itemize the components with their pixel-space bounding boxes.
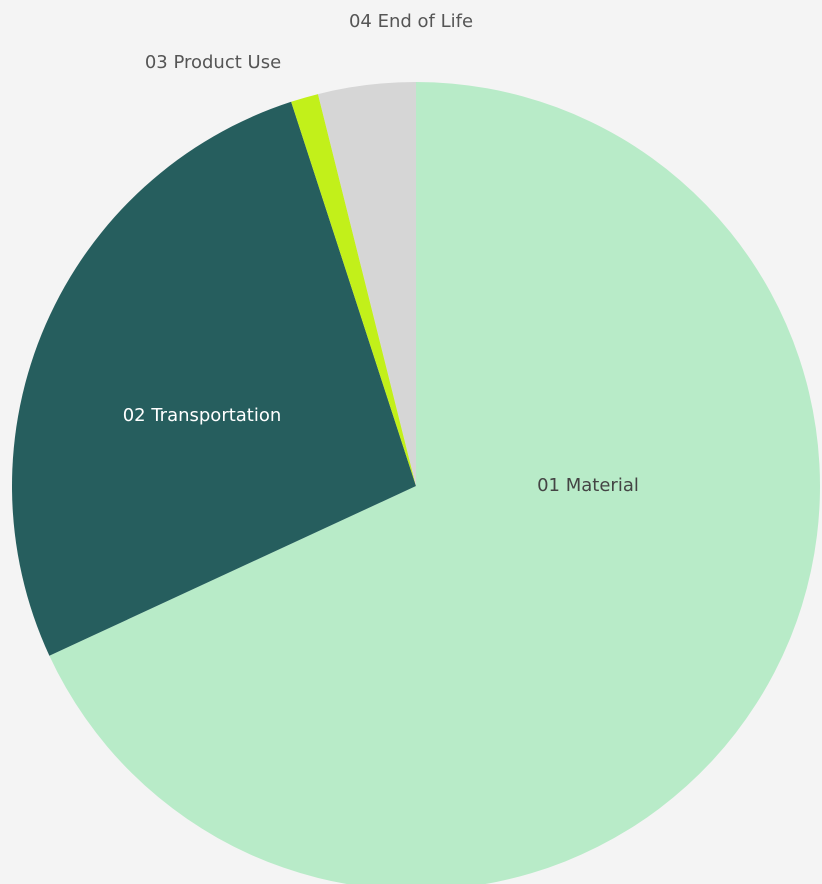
pie-slice xyxy=(291,94,416,487)
pie-slice xyxy=(317,82,416,486)
pie-slice xyxy=(49,82,820,884)
slice-label: 03 Product Use xyxy=(145,52,281,73)
pie-slice xyxy=(11,101,417,656)
slice-label: 02 Transportation xyxy=(123,405,282,426)
slice-label: 01 Material xyxy=(537,475,639,496)
slice-label: 04 End of Life xyxy=(349,11,473,32)
